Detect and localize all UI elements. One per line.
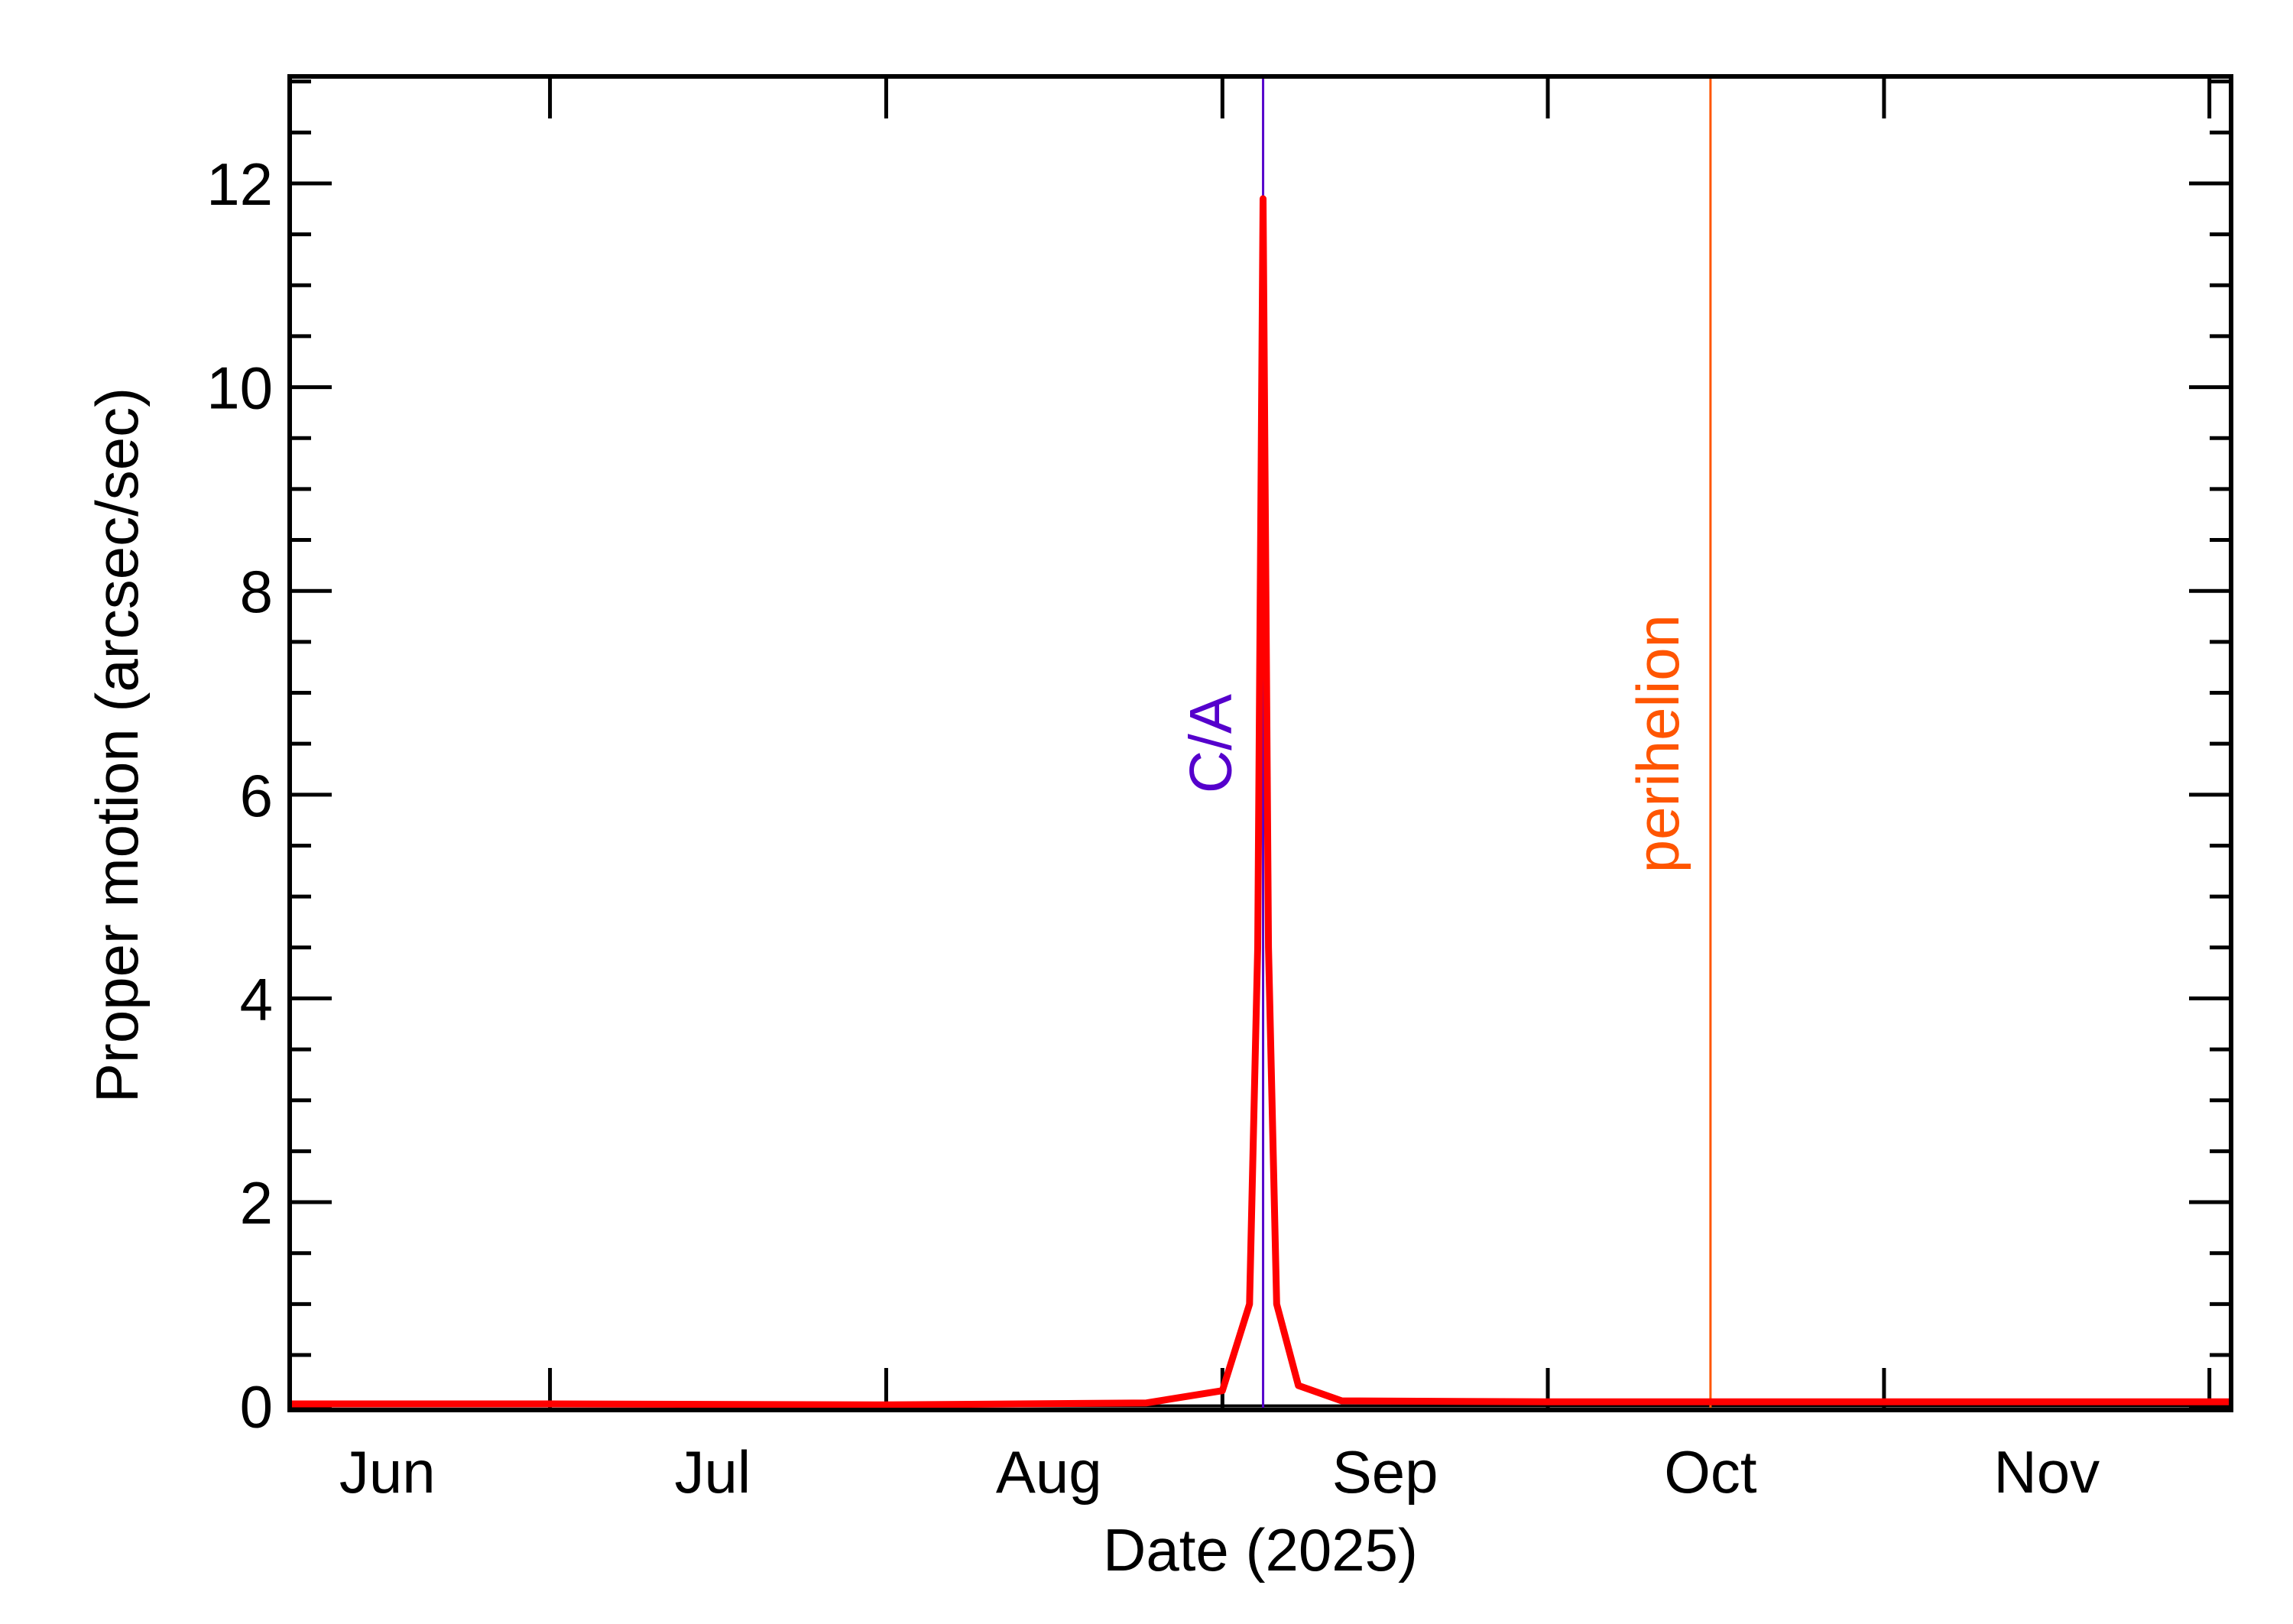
y-tick-label: 8 xyxy=(240,558,273,625)
y-tick-label: 4 xyxy=(240,965,273,1032)
x-tick-label: Nov xyxy=(1993,1438,2100,1506)
y-tick-label: 0 xyxy=(240,1373,273,1441)
data-line xyxy=(290,195,2231,1408)
x-tick-label: Sep xyxy=(1332,1438,1438,1506)
y-axis-label: Proper motion (arcsec/sec) xyxy=(83,387,151,1103)
event-label: perihelion xyxy=(1624,614,1691,873)
plot-frame xyxy=(287,74,2233,1412)
y-tick-label: 6 xyxy=(240,762,273,829)
y-tick-label: 12 xyxy=(206,151,273,218)
event-label: C/A xyxy=(1177,694,1244,793)
y-tick-label: 10 xyxy=(206,355,273,422)
x-tick-label: Jul xyxy=(675,1438,751,1506)
x-tick-label: Aug xyxy=(996,1438,1102,1506)
x-tick-label: Jun xyxy=(339,1438,436,1506)
y-tick-label: 2 xyxy=(240,1169,273,1237)
x-tick-label: Oct xyxy=(1664,1438,1757,1506)
x-axis-label: Date (2025) xyxy=(1103,1516,1418,1583)
